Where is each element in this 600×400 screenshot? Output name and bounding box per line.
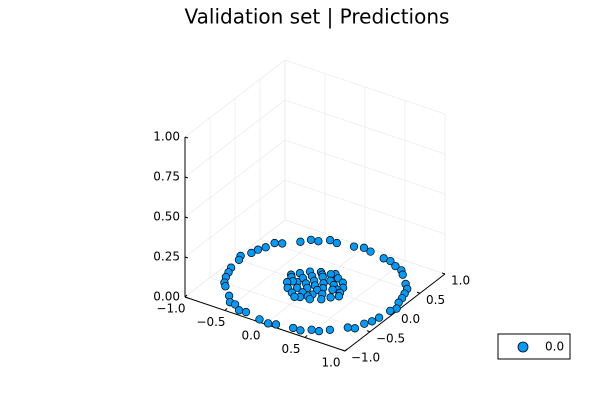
x-tick-label: −0.5 <box>196 315 225 329</box>
y-tick-label: 0.5 <box>426 293 445 307</box>
z-tick-mark <box>184 136 189 139</box>
data-point <box>314 327 324 336</box>
z-tick-label: 0.50 <box>153 210 180 224</box>
data-point <box>398 270 407 279</box>
data-point <box>230 300 240 309</box>
data-point <box>247 248 256 258</box>
z-tick-label: 1.00 <box>153 130 180 144</box>
x-tick-label: 0.5 <box>281 342 300 356</box>
data-point <box>221 282 230 291</box>
data-point <box>307 325 316 334</box>
y-tick-mark <box>341 349 346 352</box>
z-tick-mark <box>184 296 189 299</box>
data-point <box>241 307 251 317</box>
data-point <box>234 255 244 265</box>
y-tick-mark <box>366 330 371 333</box>
data-point <box>350 324 360 333</box>
y-tick-label: 0.0 <box>401 312 420 326</box>
data-point <box>263 319 273 328</box>
y-tick-label: −0.5 <box>376 331 405 345</box>
y-tick-mark <box>416 291 421 294</box>
z-tick-mark <box>184 216 189 219</box>
data-point <box>360 319 369 328</box>
x-tick-mark <box>344 348 348 352</box>
data-point <box>386 306 395 316</box>
backwall-gridline-z <box>284 179 446 235</box>
legend-marker <box>517 341 529 353</box>
data-point <box>255 315 264 324</box>
ticks-layer: −1.0 −0.5 0.0 0.5 1.0 −1.0 −0.5 0.0 0.5 1.0 0.00 0.… <box>153 130 470 370</box>
data-point <box>253 245 263 254</box>
legend: 0.0 <box>497 333 571 360</box>
y-tick-mark <box>441 272 446 275</box>
sidewall-gridline-z <box>184 99 286 178</box>
sidewall-gridline-z <box>184 219 286 298</box>
data-point <box>306 235 316 245</box>
data-point <box>391 261 400 271</box>
y-tick-label: 1.0 <box>451 274 470 288</box>
y-tick-label: −1.0 <box>351 351 380 365</box>
x-tick-label: 0.0 <box>241 329 260 343</box>
data-point <box>234 306 244 315</box>
data-point <box>334 292 344 301</box>
legend-label: 0.0 <box>545 340 564 354</box>
backwall-gridline-z <box>284 139 446 195</box>
points-layer <box>220 235 412 336</box>
data-point <box>349 242 359 251</box>
data-point <box>367 317 377 326</box>
chart-title: Validation set | Predictions <box>185 5 450 29</box>
floor-gridline-y <box>259 238 421 294</box>
sidewall-gridline-z <box>184 139 286 218</box>
data-point <box>325 325 335 334</box>
data-point <box>270 238 279 248</box>
z-tick-label: 0.75 <box>153 170 180 184</box>
data-point <box>328 285 337 294</box>
floor-gridline-y <box>209 277 371 333</box>
z-tick-label: 0.25 <box>153 250 180 264</box>
data-point <box>296 326 305 335</box>
data-point <box>386 256 395 266</box>
backwall-gridline-z <box>284 59 446 115</box>
x-tick-label: 1.0 <box>321 356 340 370</box>
x-tick-label: −1.0 <box>156 302 185 316</box>
data-point <box>292 283 302 292</box>
data-point <box>261 243 270 252</box>
grid-layer <box>184 59 446 352</box>
x-tick-mark <box>224 308 228 311</box>
z-tick-label: 0.00 <box>153 290 180 304</box>
backwall-gridline-z <box>284 99 446 155</box>
data-point <box>343 323 352 332</box>
data-point <box>271 320 281 329</box>
data-point <box>332 238 341 248</box>
data-point <box>317 295 326 304</box>
data-point <box>374 313 384 322</box>
legend-box <box>497 333 571 360</box>
data-point <box>366 247 375 256</box>
data-point <box>278 239 287 248</box>
data-point <box>359 243 369 252</box>
data-point <box>326 293 335 302</box>
sidewall-gridline-z <box>184 179 286 258</box>
x-tick-mark <box>304 335 308 338</box>
data-point <box>289 323 298 333</box>
data-point <box>305 295 314 304</box>
data-point <box>314 237 323 246</box>
data-point <box>296 237 305 246</box>
z-tick-mark <box>184 176 189 179</box>
data-point <box>290 292 299 302</box>
z-tick-mark <box>184 256 189 259</box>
sidewall-gridline-z <box>184 59 286 138</box>
